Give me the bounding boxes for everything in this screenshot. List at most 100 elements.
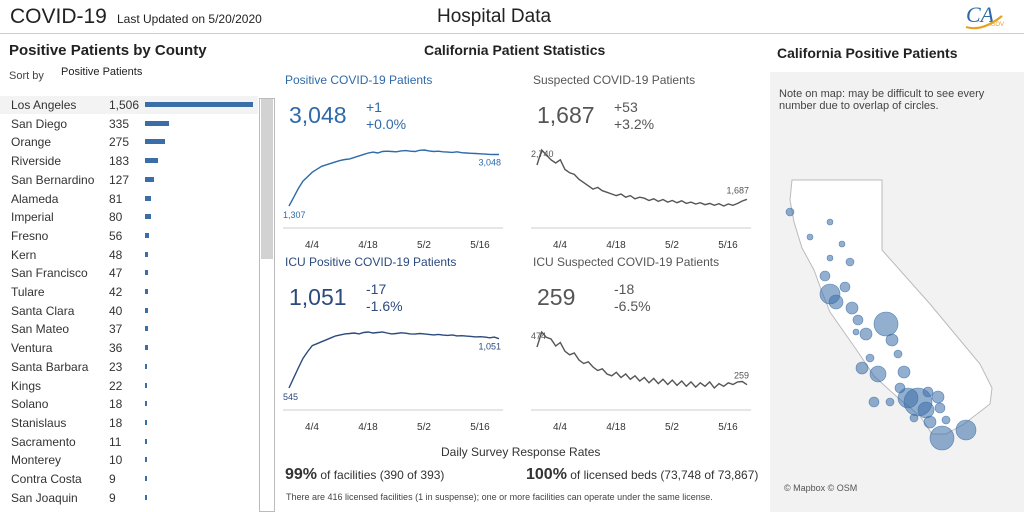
map-canvas[interactable] bbox=[770, 72, 1024, 512]
county-bubble[interactable] bbox=[955, 419, 977, 441]
x-tick-label: 4/4 bbox=[305, 422, 319, 433]
county-name: Orange bbox=[11, 135, 52, 150]
county-bubble[interactable] bbox=[852, 328, 860, 336]
county-row[interactable]: Tulare 42 bbox=[0, 283, 258, 301]
county-bubble[interactable] bbox=[826, 218, 834, 226]
county-bubble[interactable] bbox=[806, 233, 814, 241]
county-bubble[interactable] bbox=[819, 270, 831, 282]
county-row[interactable]: Imperial 80 bbox=[0, 208, 258, 226]
county-bubble[interactable] bbox=[934, 402, 946, 414]
county-bubble[interactable] bbox=[865, 353, 875, 363]
county-row[interactable]: San Diego 335 bbox=[0, 115, 258, 133]
icu-positive-trend-line[interactable] bbox=[288, 331, 500, 389]
county-name: San Diego bbox=[11, 116, 68, 131]
suspected-trend-line[interactable] bbox=[536, 148, 748, 207]
county-bubble[interactable] bbox=[838, 240, 846, 248]
x-tick-label: 5/16 bbox=[718, 240, 738, 251]
county-row[interactable]: Riverside 183 bbox=[0, 152, 258, 170]
county-name: Riverside bbox=[11, 154, 62, 169]
county-list-scrollbar[interactable] bbox=[259, 98, 275, 512]
county-count: 48 bbox=[109, 247, 123, 262]
county-bubble[interactable] bbox=[845, 301, 859, 315]
county-bubble[interactable] bbox=[929, 425, 955, 451]
last-updated-text: Last Updated on 5/20/2020 bbox=[117, 12, 262, 26]
county-bar bbox=[145, 289, 148, 294]
county-row[interactable]: Santa Barbara 23 bbox=[0, 358, 258, 376]
county-row[interactable]: Orange 275 bbox=[0, 133, 258, 151]
county-row[interactable]: Kern 48 bbox=[0, 246, 258, 264]
county-count: 1,506 bbox=[109, 98, 140, 112]
county-bar bbox=[145, 232, 150, 238]
positive-trend-line[interactable] bbox=[288, 149, 499, 207]
county-row[interactable]: Fresno 56 bbox=[0, 227, 258, 245]
county-bar bbox=[145, 158, 159, 164]
county-name: Alameda bbox=[11, 191, 59, 206]
county-row[interactable]: Contra Costa 9 bbox=[0, 470, 258, 488]
x-tick-label: 5/16 bbox=[470, 240, 490, 251]
map-bubbles[interactable] bbox=[785, 207, 977, 451]
county-bubble[interactable] bbox=[941, 415, 951, 425]
icu-suspected-trend-line[interactable] bbox=[536, 330, 748, 390]
county-bubble[interactable] bbox=[826, 254, 834, 262]
county-bubble[interactable] bbox=[922, 386, 934, 398]
county-row[interactable]: Monterey 10 bbox=[0, 451, 258, 469]
county-row[interactable]: Alameda 81 bbox=[0, 190, 258, 208]
county-bar bbox=[145, 251, 149, 257]
county-bubble[interactable] bbox=[859, 327, 873, 341]
county-bubble[interactable] bbox=[855, 361, 869, 375]
county-row[interactable]: Kings 22 bbox=[0, 377, 258, 395]
suspected-sparkline[interactable]: 2,740 1,687 4/4 4/18 5/2 5/16 bbox=[531, 142, 751, 252]
icu-suspected-delta-pct: -6.5% bbox=[614, 298, 651, 314]
scrollbar-thumb[interactable] bbox=[261, 99, 273, 259]
sort-dropdown[interactable]: Positive Patients bbox=[61, 66, 143, 78]
positive-sparkline[interactable]: 1,307 3,048 4/4 4/18 5/2 5/16 bbox=[283, 142, 503, 252]
county-count: 335 bbox=[109, 116, 130, 131]
county-bubble[interactable] bbox=[839, 281, 851, 293]
county-bubble[interactable] bbox=[897, 365, 911, 379]
county-row[interactable]: San Mateo 37 bbox=[0, 320, 258, 338]
county-bubble[interactable] bbox=[785, 207, 795, 217]
county-bar bbox=[145, 494, 147, 500]
icu-positive-sparkline[interactable]: 545 1,051 4/4 4/18 5/2 5/16 bbox=[283, 324, 503, 434]
county-bubble[interactable] bbox=[873, 311, 899, 337]
county-name: Kings bbox=[11, 378, 42, 393]
county-bar bbox=[145, 270, 149, 276]
svg-text:.GOV: .GOV bbox=[989, 22, 1004, 28]
county-bar bbox=[145, 345, 148, 351]
county-count: 42 bbox=[109, 285, 123, 299]
county-list[interactable]: Los Angeles 1,506 San Diego 335 Orange 275 Riv… bbox=[0, 96, 258, 512]
county-row[interactable]: San Francisco 47 bbox=[0, 264, 258, 282]
county-row[interactable]: Solano 18 bbox=[0, 395, 258, 413]
county-row[interactable]: Santa Clara 40 bbox=[0, 302, 258, 320]
county-panel-title: Positive Patients by County bbox=[9, 42, 207, 59]
county-bubble[interactable] bbox=[852, 314, 864, 326]
county-bubble[interactable] bbox=[868, 396, 880, 408]
county-bubble[interactable] bbox=[931, 390, 945, 404]
county-row[interactable]: Sacramento 11 bbox=[0, 433, 258, 451]
county-name: Los Angeles bbox=[11, 98, 77, 112]
county-bubble[interactable] bbox=[885, 397, 895, 407]
county-bubble[interactable] bbox=[917, 401, 935, 419]
header-bar: COVID-19 Last Updated on 5/20/2020 Hospi… bbox=[0, 0, 1024, 34]
county-name: Sacramento bbox=[11, 434, 76, 449]
county-row[interactable]: San Joaquin 9 bbox=[0, 489, 258, 507]
ca-gov-logo-icon[interactable]: CA .GOV bbox=[962, 2, 1012, 32]
county-row[interactable]: San Bernardino 127 bbox=[0, 171, 258, 189]
county-bubble[interactable] bbox=[845, 257, 855, 267]
county-row[interactable]: Stanislaus 18 bbox=[0, 414, 258, 432]
county-bubble[interactable] bbox=[869, 365, 887, 383]
county-bubble[interactable] bbox=[893, 349, 903, 359]
page-title: Hospital Data bbox=[437, 6, 552, 27]
county-bubble[interactable] bbox=[909, 413, 919, 423]
california-map[interactable]: Note on map: may be difficult to see eve… bbox=[770, 72, 1024, 512]
county-row[interactable]: Ventura 36 bbox=[0, 339, 258, 357]
county-bubble[interactable] bbox=[885, 333, 899, 347]
county-row[interactable]: Los Angeles 1,506 bbox=[0, 96, 258, 114]
county-name: San Francisco bbox=[11, 266, 88, 281]
county-name: Santa Barbara bbox=[11, 359, 89, 374]
survey-beds-pct: 100% bbox=[526, 466, 567, 483]
county-bubble[interactable] bbox=[923, 415, 937, 429]
county-name: Contra Costa bbox=[11, 472, 82, 486]
county-bubble[interactable] bbox=[828, 294, 844, 310]
icu-suspected-sparkline[interactable]: 474 259 4/4 4/18 5/2 5/16 bbox=[531, 324, 751, 434]
